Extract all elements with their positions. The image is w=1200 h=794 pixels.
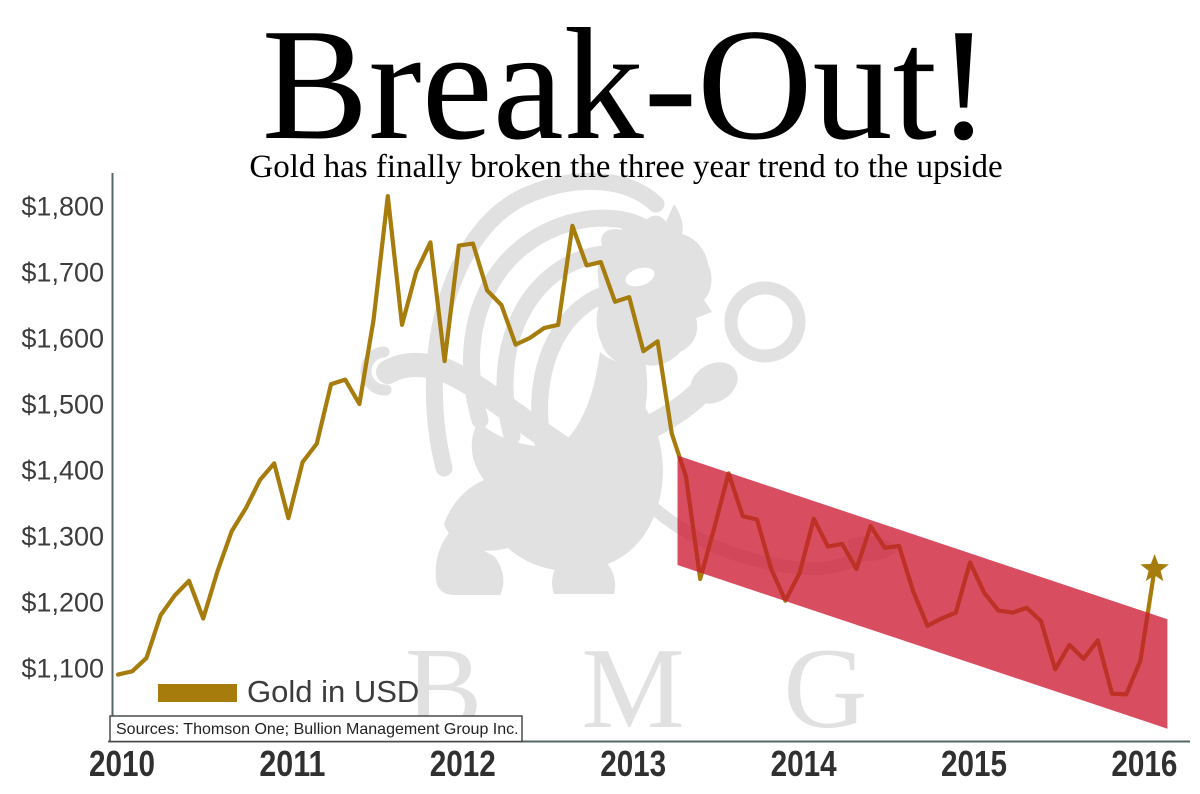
y-axis-tick-label: $1,100 xyxy=(21,654,104,684)
x-axis-tick-label: 2012 xyxy=(430,743,496,784)
sources-box xyxy=(109,715,523,743)
y-axis-tick-label: $1,300 xyxy=(21,522,104,552)
sources-text: Sources: Thomson One; Bullion Management… xyxy=(116,721,519,738)
breakout-star-icon xyxy=(1140,554,1169,582)
x-axis-tick-label: 2013 xyxy=(600,743,666,784)
y-axis-tick-label: $1,700 xyxy=(21,258,104,288)
x-axis-tick-label: 2015 xyxy=(941,743,1007,784)
lion-body xyxy=(444,400,663,572)
y-axis-tick-label: $1,600 xyxy=(21,324,104,354)
x-axis-tick-label: 2016 xyxy=(1111,743,1177,784)
lion-eye xyxy=(625,267,655,287)
downtrend-channel xyxy=(677,455,1168,729)
y-axis-tick-label: $1,400 xyxy=(21,456,104,486)
page-title: Break-Out! xyxy=(262,0,991,173)
legend-label: Gold in USD xyxy=(247,674,419,709)
x-axis-tick-label: 2014 xyxy=(771,743,837,784)
x-axis-tick-label: 2011 xyxy=(259,743,325,784)
bmg-lion-watermark xyxy=(360,172,898,595)
x-axis-tick-label: 2010 xyxy=(89,743,155,784)
page-subtitle: Gold has finally broken the three year t… xyxy=(249,149,1002,185)
y-axis-tick-label: $1,800 xyxy=(21,192,104,222)
gold-price-line-in-channel xyxy=(677,455,1157,697)
lion-head xyxy=(596,204,712,366)
y-axis-tick-label: $1,200 xyxy=(21,588,104,618)
legend: Gold in USD xyxy=(158,674,419,709)
lion-orb xyxy=(724,281,806,363)
legend-swatch xyxy=(158,684,237,702)
y-axis-tick-label: $1,500 xyxy=(21,390,104,420)
